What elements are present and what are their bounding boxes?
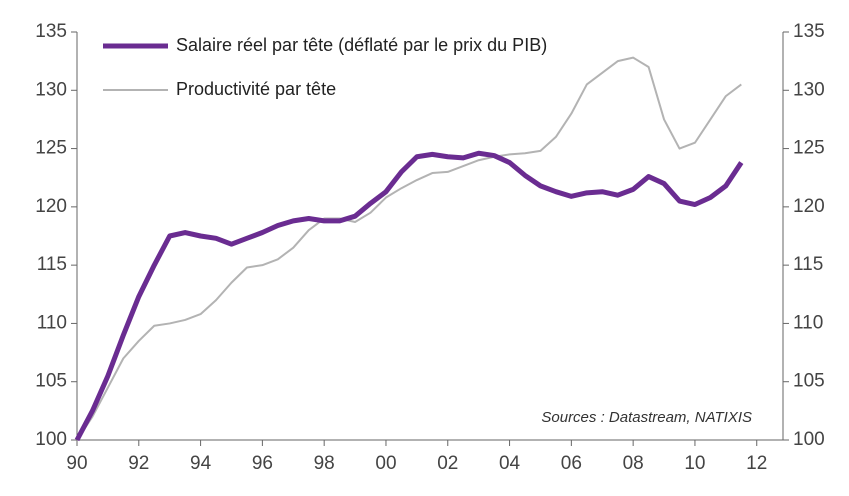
x-tick-label: 98 — [314, 453, 335, 474]
x-tick-label: 90 — [66, 453, 87, 474]
x-tick-label: 08 — [623, 453, 644, 474]
series-line — [74, 150, 744, 442]
x-tick-label: 96 — [252, 453, 273, 474]
x-tick-label: 04 — [499, 453, 521, 474]
y-tick-label: 135 — [35, 21, 67, 42]
annotation: Sources : Datastream, NATIXIS — [541, 409, 752, 426]
x-tick-label: 12 — [746, 453, 767, 474]
y-tick-label: 105 — [35, 371, 67, 392]
y-tick-label: 120 — [35, 196, 67, 217]
y2-tick-label: 105 — [793, 371, 825, 392]
y2-tick-label: 130 — [793, 79, 825, 100]
x-tick-label: 92 — [128, 453, 149, 474]
x-tick-label: 00 — [375, 453, 396, 474]
y-tick-label: 125 — [35, 138, 67, 159]
x-tick-label: 02 — [437, 453, 458, 474]
y2-tick-label: 120 — [793, 196, 825, 217]
y-tick-label: 115 — [37, 254, 67, 275]
x-tick-label: 06 — [561, 453, 582, 474]
y2-tick-label: 115 — [793, 254, 823, 275]
y-tick-label: 130 — [35, 79, 67, 100]
legend-label: Productivité par tête — [176, 79, 336, 99]
series-line — [76, 56, 742, 441]
y2-tick-label: 100 — [793, 429, 825, 450]
y-tick-label: 100 — [35, 429, 67, 450]
y2-tick-label: 135 — [793, 21, 825, 42]
y2-tick-label: 110 — [793, 312, 823, 333]
legend-label: Salaire réel par tête (déflaté par le pr… — [176, 35, 547, 55]
x-tick-label: 94 — [190, 453, 212, 474]
x-tick-label: 10 — [684, 453, 705, 474]
y2-tick-label: 125 — [793, 138, 825, 159]
y-tick-label: 110 — [37, 312, 67, 333]
